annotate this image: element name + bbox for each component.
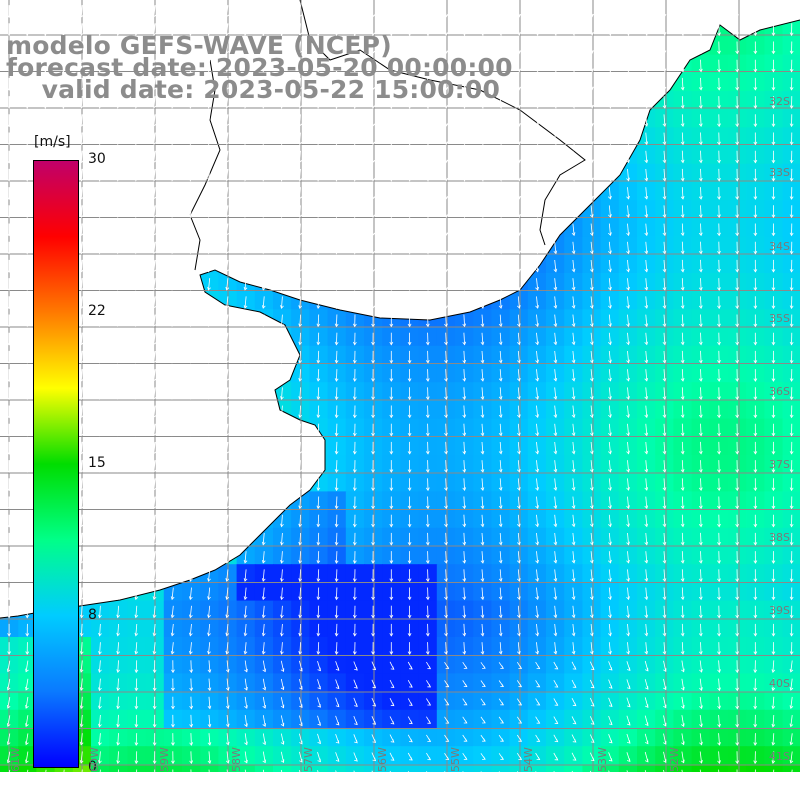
wind-arrow (336, 314, 338, 327)
wind-arrow (336, 187, 338, 200)
wind-arrow (336, 387, 338, 400)
wind-arrow (336, 205, 338, 218)
bottom-margin (0, 772, 800, 800)
wind-arrow (336, 423, 338, 436)
wind-arrow (336, 532, 338, 545)
wind-arrow (336, 114, 338, 127)
wind-arrow (336, 259, 338, 272)
wind-arrow (336, 241, 338, 254)
wind-arrow (336, 405, 338, 418)
wind-arrow (336, 587, 338, 600)
wind-arrow (336, 168, 338, 181)
wind-arrow (336, 278, 338, 291)
wind-arrow (336, 569, 338, 582)
wind-arrow (336, 496, 338, 509)
wind-arrow (336, 605, 338, 618)
wind-arrow (336, 132, 338, 145)
wind-arrow (336, 5, 338, 18)
wind-arrow (336, 350, 338, 363)
wind-arrow (336, 460, 338, 473)
wind-arrow (336, 223, 338, 236)
wind-arrow (336, 332, 338, 345)
wind-arrow (336, 551, 338, 564)
wind-arrow (336, 514, 338, 527)
wind-arrow (336, 478, 338, 491)
wind-arrow (336, 369, 338, 382)
wind-arrow (336, 441, 338, 454)
wind-arrow (336, 150, 338, 163)
wind-arrow (336, 296, 338, 309)
